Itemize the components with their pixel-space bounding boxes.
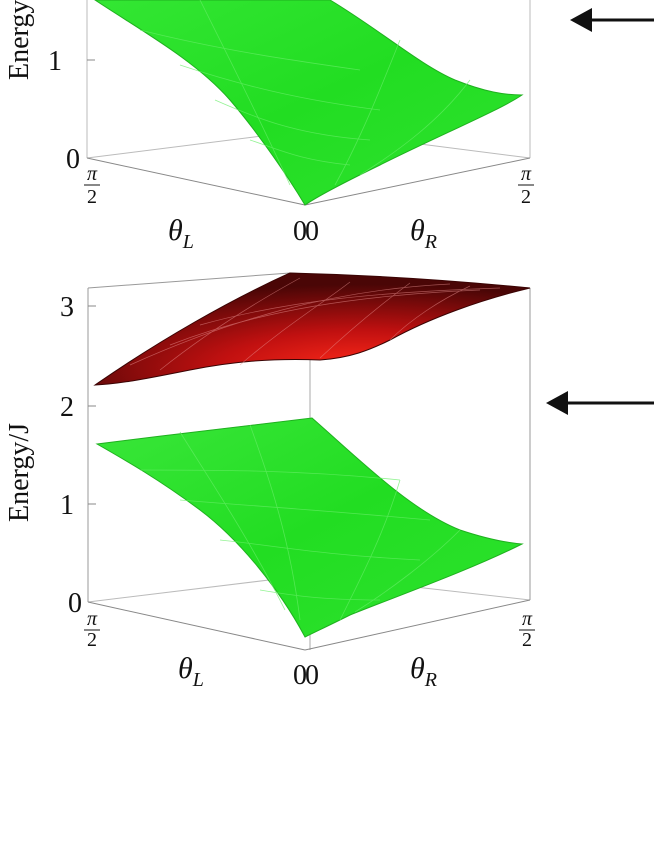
bottom-xtick-end-num: π xyxy=(87,608,98,630)
bottom-arrow xyxy=(546,391,654,415)
top-ylabel: Energy xyxy=(4,0,35,80)
bottom-xaxis-label: θL xyxy=(178,652,204,691)
top-ytick-end-den: 2 xyxy=(521,186,531,208)
bottom-red-mesh xyxy=(129,277,501,371)
bottom-red-surface xyxy=(93,272,531,386)
bottom-chart-panel: 3 2 1 0 Energy/J π 2 0 0 π 2 θL θR xyxy=(4,272,654,691)
top-ytick-end-num: π xyxy=(521,163,532,185)
bottom-ztick-3: 3 xyxy=(60,292,74,323)
top-floor-front-left xyxy=(86,157,306,206)
bottom-green-surface xyxy=(95,417,524,638)
bottom-ztick-1: 1 xyxy=(60,490,74,521)
bottom-ztick-0: 0 xyxy=(68,588,82,619)
top-yaxis-label: θR xyxy=(410,214,437,253)
bottom-floor-front-left xyxy=(87,601,306,651)
bottom-box-top-left xyxy=(87,272,291,289)
top-ytick-start: 0 xyxy=(305,216,319,247)
top-xaxis-label: θL xyxy=(168,214,194,253)
bottom-xtick-start: 0 xyxy=(293,660,307,691)
bottom-green-mesh xyxy=(139,424,461,621)
top-green-surface xyxy=(94,0,524,206)
bottom-xtick-end-den: 2 xyxy=(87,629,97,651)
bottom-ylabel: Energy/J xyxy=(4,423,35,522)
top-surface-mesh xyxy=(139,0,471,186)
top-xtick-start: 0 xyxy=(293,216,307,247)
top-xtick-end-den: 2 xyxy=(87,186,97,208)
top-chart-panel: 1 0 Energy π 2 0 0 π 2 θL θR xyxy=(4,0,654,253)
bottom-ytick-start: 0 xyxy=(305,660,319,691)
top-floor-front-right xyxy=(304,157,531,206)
top-ztick-0: 0 xyxy=(66,144,80,175)
bottom-yaxis-label: θR xyxy=(410,652,437,691)
bottom-ytick-end-num: π xyxy=(522,608,533,630)
bottom-ztick-2: 2 xyxy=(60,392,74,423)
top-xtick-end-num: π xyxy=(87,163,98,185)
bottom-ytick-end-den: 2 xyxy=(522,629,532,651)
top-ztick-1: 1 xyxy=(48,46,62,77)
top-arrow xyxy=(570,8,654,32)
bottom-floor-front-right xyxy=(304,599,531,651)
